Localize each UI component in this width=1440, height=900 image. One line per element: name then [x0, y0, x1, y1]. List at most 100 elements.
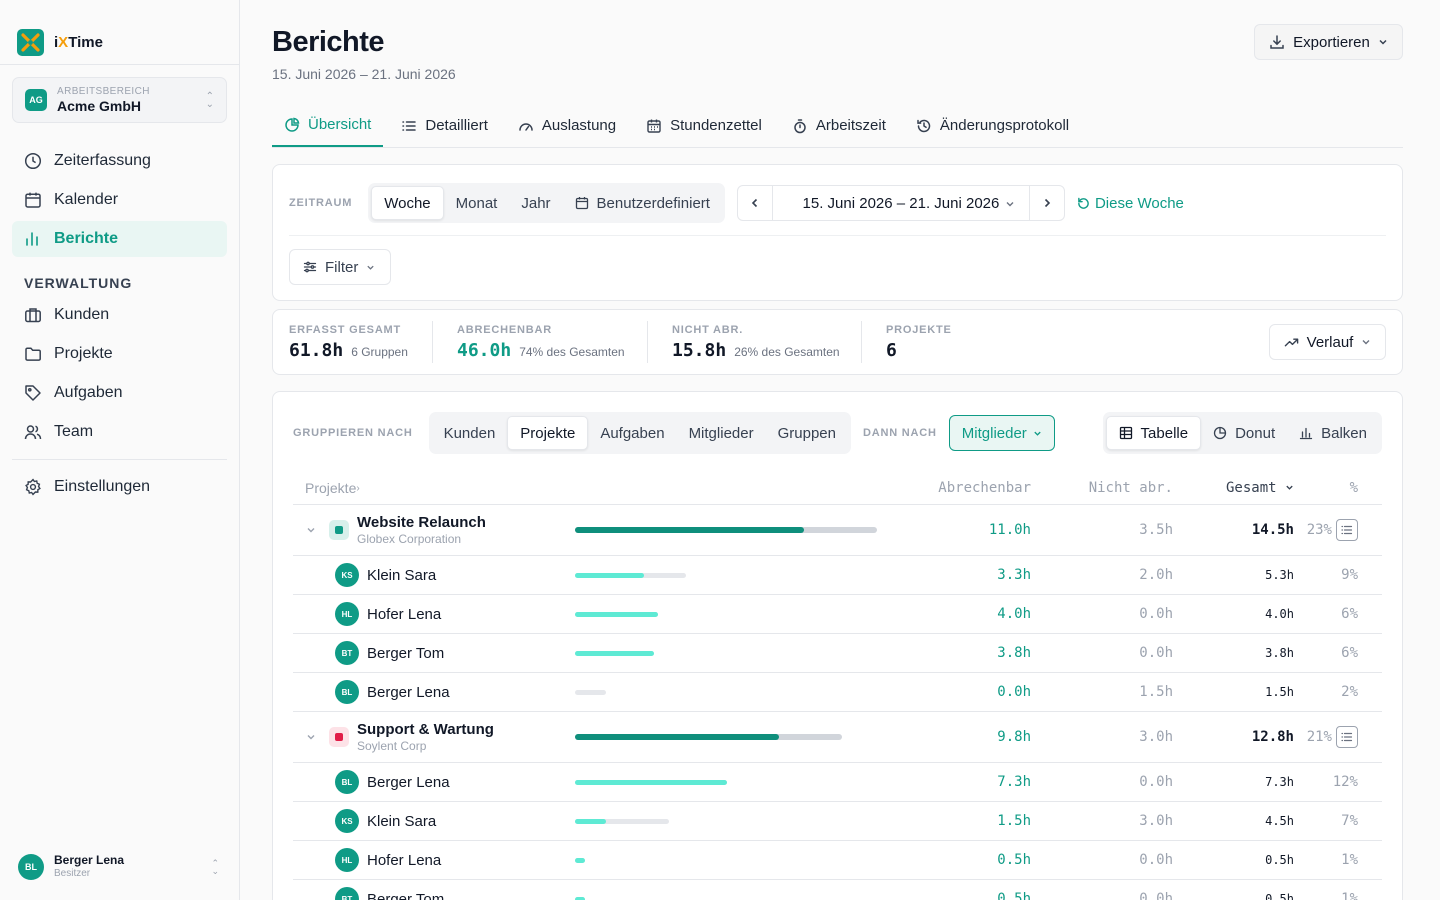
- sidebar-item-team[interactable]: Team: [12, 414, 227, 450]
- period-option-jahr[interactable]: Jahr: [521, 194, 551, 212]
- date-range-picker[interactable]: 15. Juni 2026 – 21. Juni 2026: [771, 186, 1030, 220]
- sidebar-item-label: Kalender: [54, 191, 119, 208]
- workspace-label: ARBEITSBEREICH: [57, 86, 150, 98]
- avatar: BT: [335, 641, 359, 665]
- table-row-member[interactable]: BT Berger Tom 3.8h 0.0h 3.8h 6%: [293, 634, 1382, 673]
- sidebar-item-label: Einstellungen: [54, 478, 151, 495]
- list-icon[interactable]: [1336, 726, 1358, 748]
- stat-label: NICHT ABR.: [672, 323, 744, 336]
- sidebar-item-label: Zeiterfassung: [54, 152, 151, 169]
- stat-note: 6 Gruppen: [351, 344, 408, 359]
- stat-projects: PROJEKTE 6: [862, 321, 968, 363]
- calendar-icon: [25, 192, 41, 208]
- bar-fill-billable: [575, 572, 644, 578]
- list-icon[interactable]: [1336, 519, 1358, 541]
- trend-button[interactable]: Verlauf: [1269, 324, 1386, 360]
- section-heading: VERWALTUNG: [24, 275, 133, 291]
- bar-fill-billable: [575, 650, 655, 656]
- view-option-balken[interactable]: Balken: [1287, 416, 1379, 450]
- view-segmented: Tabelle Donut Balken: [1102, 412, 1382, 454]
- brand[interactable]: iXTime: [0, 0, 239, 65]
- view-option-tabelle[interactable]: Tabelle: [1105, 416, 1202, 450]
- table-row-member[interactable]: BL Berger Lena 0.0h 1.5h 1.5h 2%: [293, 673, 1382, 712]
- cell-name: Support & Wartung Soylent Corp: [293, 721, 575, 753]
- column-header-gesamt[interactable]: Gesamt: [1173, 480, 1294, 496]
- workspace-switcher[interactable]: AG ARBEITSBEREICH Acme GmbH ⌃ ⌄: [12, 77, 227, 123]
- member-name: Hofer Lena: [367, 605, 442, 623]
- tab-uebersicht[interactable]: Übersicht: [272, 104, 384, 147]
- filter-button[interactable]: Filter: [289, 249, 391, 285]
- member-name: Berger Lena: [367, 773, 450, 791]
- export-button[interactable]: Exportieren: [1254, 24, 1403, 60]
- bar-fill-billable: [575, 734, 780, 740]
- cell-nonbillable: 1.5h: [1139, 684, 1173, 700]
- group-option-projekte[interactable]: Projekte: [507, 416, 589, 450]
- tab-label: Stundenzettel: [670, 117, 762, 134]
- sidebar-item-berichte[interactable]: Berichte: [12, 221, 227, 257]
- view-label: Balken: [1321, 424, 1367, 442]
- period-option-benutzerdefiniert[interactable]: Benutzerdefiniert: [563, 186, 722, 220]
- group-option-kunden[interactable]: Kunden: [443, 424, 496, 442]
- period-option-monat[interactable]: Monat: [455, 194, 498, 212]
- group-option-mitglieder[interactable]: Mitglieder: [688, 424, 754, 442]
- sidebar-item-label: Berichte: [54, 230, 119, 247]
- this-week-button[interactable]: Diese Woche: [1077, 195, 1184, 212]
- chevron-down-icon: [367, 265, 374, 270]
- tab-stundenzettel[interactable]: Stundenzettel: [634, 104, 774, 147]
- group-option-gruppen[interactable]: Gruppen: [777, 424, 836, 442]
- column-header-pct[interactable]: %: [1349, 480, 1358, 496]
- chevron-down-icon: [1379, 39, 1387, 45]
- table-row-group[interactable]: Support & Wartung Soylent Corp 9.8h 3.0h 12.…: [293, 712, 1382, 763]
- group-option-aufgaben[interactable]: Aufgaben: [600, 424, 665, 442]
- prev-period-button[interactable]: [738, 186, 772, 220]
- table-row-member[interactable]: KS Klein Sara 1.5h 3.0h 4.5h 7%: [293, 802, 1382, 841]
- tab-arbeitszeit[interactable]: Arbeitszeit: [780, 104, 898, 147]
- chevron-down-icon[interactable]: [293, 732, 329, 742]
- cell-nonbillable: 2.0h: [1139, 567, 1173, 583]
- table-row-member[interactable]: BL Berger Lena 7.3h 0.0h 7.3h 12%: [293, 763, 1382, 802]
- column-header-abrechenbar[interactable]: Abrechenbar: [938, 480, 1031, 496]
- user-menu[interactable]: BL Berger Lena Besitzer ⌃ ⌄: [0, 834, 239, 900]
- column-header-projekte[interactable]: Projekte ›: [305, 480, 360, 496]
- date-range-text: 15. Juni 2026 – 21. Juni 2026: [802, 194, 1000, 212]
- cell-nonbillable: 3.5h: [1139, 522, 1173, 538]
- bar-track: [575, 734, 842, 740]
- chevron-down-icon: [1362, 340, 1370, 345]
- bar-chart-icon: [1299, 427, 1313, 440]
- cell-pct: 2%: [1341, 684, 1358, 700]
- column-header-nicht-abr[interactable]: Nicht abr.: [1088, 480, 1173, 496]
- tab-auslastung[interactable]: Auslastung: [506, 104, 628, 147]
- table-row-member[interactable]: HL Hofer Lena 4.0h 0.0h 4.0h 6%: [293, 595, 1382, 634]
- bar-fill-billable: [575, 857, 586, 863]
- next-period-button[interactable]: [1030, 186, 1064, 220]
- tab-aenderungsprotokoll[interactable]: Änderungsprotokoll: [904, 104, 1081, 147]
- cell-total: 3.8h: [1265, 646, 1294, 660]
- sidebar-item-zeiterfassung[interactable]: Zeiterfassung: [12, 143, 227, 179]
- stat-note: 74% des Gesamten: [519, 344, 625, 359]
- sidebar-item-kalender[interactable]: Kalender: [12, 182, 227, 218]
- cell-bar: [575, 734, 895, 740]
- trend-label: Verlauf: [1306, 333, 1354, 351]
- chevron-down-icon[interactable]: [293, 525, 329, 535]
- then-by-select[interactable]: Mitglieder: [948, 415, 1055, 451]
- tab-detailliert[interactable]: Detailliert: [389, 104, 500, 147]
- view-option-donut[interactable]: Donut: [1201, 416, 1287, 450]
- sidebar-item-kunden[interactable]: Kunden: [12, 297, 227, 333]
- table-row-member[interactable]: KS Klein Sara 3.3h 2.0h 5.3h 9%: [293, 556, 1382, 595]
- sidebar-item-aufgaben[interactable]: Aufgaben: [12, 375, 227, 411]
- pct-value: 21%: [1306, 729, 1332, 745]
- main-nav: Zeiterfassung Kalender Berichte VERWALTU…: [0, 143, 239, 505]
- cell-total: 7.3h: [1265, 775, 1294, 789]
- period-option-woche[interactable]: Woche: [371, 186, 444, 220]
- cell-name: KS Klein Sara: [293, 563, 575, 587]
- sidebar-item-einstellungen[interactable]: Einstellungen: [12, 469, 227, 505]
- page-title: Berichte: [272, 26, 385, 58]
- sidebar-item-projekte[interactable]: Projekte: [12, 336, 227, 372]
- table-row-member[interactable]: HL Hofer Lena 0.5h 0.0h 0.5h 1%: [293, 841, 1382, 880]
- table-row-member[interactable]: BT Berger Tom 0.5h 0.0h 0.5h 1%: [293, 880, 1382, 900]
- table-row-group[interactable]: Website Relaunch Globex Corporation 11.0h 3…: [293, 505, 1382, 556]
- chevron-updown-icon: ⌃ ⌄: [211, 858, 219, 876]
- folder-icon: [25, 347, 41, 361]
- cell-name: HL Hofer Lena: [293, 602, 575, 626]
- gear-icon: [25, 478, 41, 496]
